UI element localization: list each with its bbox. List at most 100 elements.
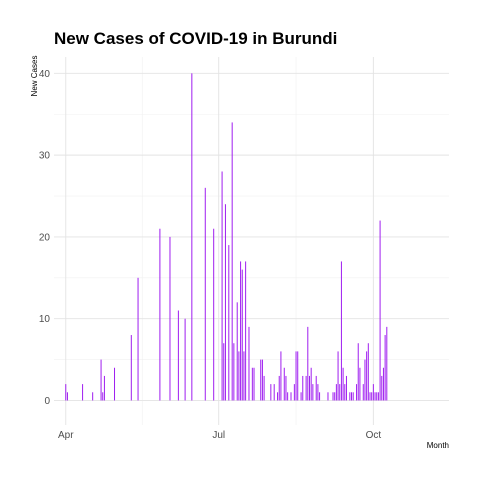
bar (339, 384, 341, 401)
bar (366, 351, 368, 401)
bar (253, 367, 255, 401)
bar (228, 245, 230, 401)
bar (386, 326, 388, 401)
bar (285, 375, 287, 401)
bar (334, 392, 336, 401)
bar (204, 187, 206, 401)
bar (312, 384, 314, 401)
bar (251, 367, 253, 401)
y-tick-label: 10 (39, 314, 51, 325)
bar (319, 392, 321, 401)
bar (241, 269, 243, 401)
bar (305, 375, 307, 401)
bar (372, 384, 374, 401)
bar (231, 122, 233, 401)
bar (137, 277, 139, 401)
bar (357, 343, 359, 401)
bar (159, 228, 161, 401)
bar (335, 384, 337, 401)
bar (287, 392, 289, 401)
bar (290, 392, 292, 401)
bar (342, 367, 344, 401)
bar (349, 392, 351, 401)
x-tick-label: Apr (58, 430, 74, 441)
bar (315, 375, 317, 401)
bar (273, 384, 275, 401)
bar (362, 384, 364, 401)
bar (236, 302, 238, 401)
bar (344, 384, 346, 401)
bar (317, 384, 319, 401)
bar (169, 236, 171, 401)
bar (308, 375, 310, 401)
bar (384, 335, 386, 401)
x-axis-ticks: Apr Jul Oct (58, 430, 381, 441)
bar (351, 392, 353, 401)
bar (221, 171, 223, 401)
bar (184, 318, 186, 401)
bar (280, 351, 282, 401)
grid (54, 57, 449, 425)
bar (337, 351, 339, 401)
bar (371, 392, 373, 401)
x-axis-label: Month (427, 441, 449, 450)
bar (223, 343, 225, 401)
y-axis-ticks: 0 10 20 30 40 (39, 69, 51, 407)
bar (270, 384, 272, 401)
bar (82, 384, 84, 401)
bar (310, 367, 312, 401)
bar (66, 392, 68, 401)
bar (260, 359, 262, 401)
y-tick-label: 30 (39, 151, 51, 162)
x-tick-label: Jul (212, 430, 225, 441)
bar (277, 392, 279, 401)
x-tick-label: Oct (366, 430, 382, 441)
bar (92, 392, 94, 401)
bar (376, 392, 378, 401)
bar (263, 375, 265, 401)
bar (261, 359, 263, 401)
bar (240, 261, 242, 401)
bar (177, 310, 179, 401)
y-tick-label: 40 (39, 69, 51, 80)
bar (278, 375, 280, 401)
bars (65, 73, 388, 401)
bar (367, 343, 369, 401)
bar (340, 261, 342, 401)
bar (379, 220, 381, 401)
bar (377, 392, 379, 401)
bar (364, 359, 366, 401)
y-tick-label: 0 (44, 396, 50, 407)
bar (243, 351, 245, 401)
bar (327, 392, 329, 401)
chart-title: New Cases of COVID-19 in Burundi (54, 29, 337, 48)
bar (102, 392, 104, 401)
bar (248, 326, 250, 401)
bar (374, 392, 376, 401)
bar (65, 384, 67, 401)
bar (332, 392, 334, 401)
bar (293, 384, 295, 401)
bar (213, 228, 215, 401)
bar (283, 367, 285, 401)
bar (191, 73, 193, 401)
bar (345, 375, 347, 401)
bar (359, 367, 361, 401)
bar (352, 392, 354, 401)
y-tick-label: 20 (39, 232, 51, 243)
bar (224, 204, 226, 401)
bar (307, 326, 309, 401)
bar (114, 367, 116, 401)
bar (233, 343, 235, 401)
bar (356, 384, 358, 401)
bar (295, 351, 297, 401)
bar (130, 335, 132, 401)
bar (103, 375, 105, 401)
bar (382, 367, 384, 401)
bar (100, 359, 102, 401)
bar (238, 351, 240, 401)
bar (302, 375, 304, 401)
bar (369, 392, 371, 401)
